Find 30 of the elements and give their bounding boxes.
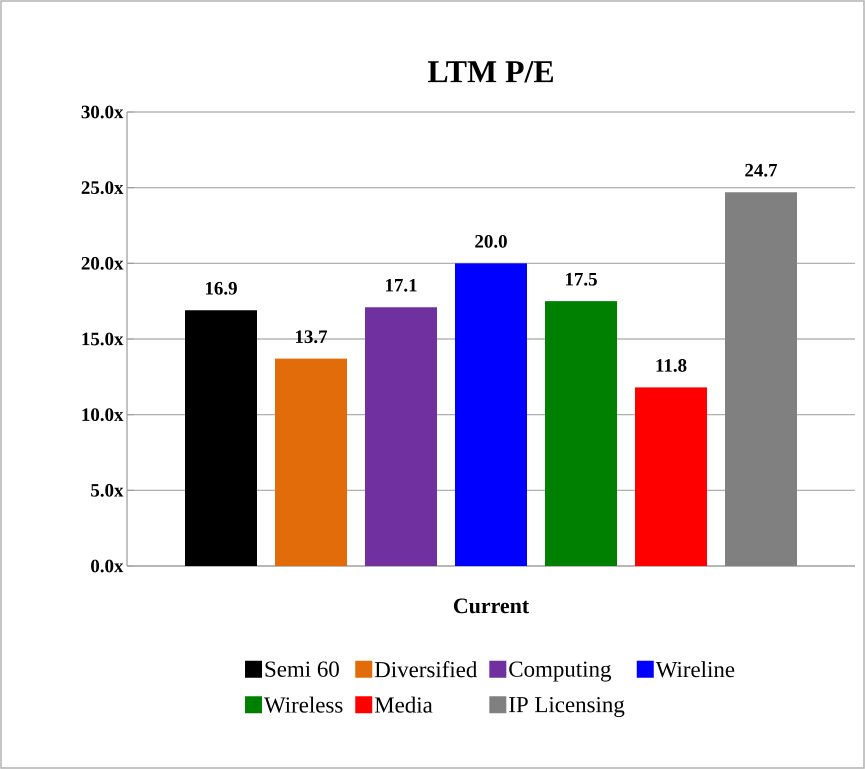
data-label: 11.8 xyxy=(656,359,686,372)
y-tick-label: 25.0x xyxy=(82,181,124,194)
legend-label: IP Licensing xyxy=(509,696,624,718)
data-label: 13.7 xyxy=(296,330,328,344)
y-tick-label: 30.0x xyxy=(82,106,124,118)
bar xyxy=(455,263,528,566)
data-label: 17.5 xyxy=(566,272,597,286)
chart-title: LTM P/E xyxy=(428,61,553,82)
legend-label: Wireless xyxy=(264,696,342,713)
data-label: 20.0 xyxy=(475,234,507,248)
x-tick-label: Current xyxy=(454,598,530,614)
y-tick-label: 0.0x xyxy=(91,560,124,572)
legend-label: Diversified xyxy=(374,660,478,678)
y-tick-label: 10.0x xyxy=(82,408,124,422)
bar xyxy=(185,310,257,566)
y-tick-label: 15.0x xyxy=(82,332,124,346)
legend-label: Computing xyxy=(509,661,612,682)
bar xyxy=(725,192,798,566)
data-label: 24.7 xyxy=(745,164,778,177)
legend-label: Media xyxy=(374,696,432,713)
bar xyxy=(365,307,438,566)
bar xyxy=(635,387,708,566)
y-tick-label: 5.0x xyxy=(91,484,124,497)
legend-label: Semi 60 xyxy=(266,661,339,677)
legend-label: Wireline xyxy=(656,661,734,678)
bar xyxy=(275,358,348,566)
bar xyxy=(545,301,618,566)
data-label: 16.9 xyxy=(206,282,237,295)
data-label: 17.1 xyxy=(386,278,417,292)
y-tick-label: 20.0x xyxy=(82,256,124,270)
